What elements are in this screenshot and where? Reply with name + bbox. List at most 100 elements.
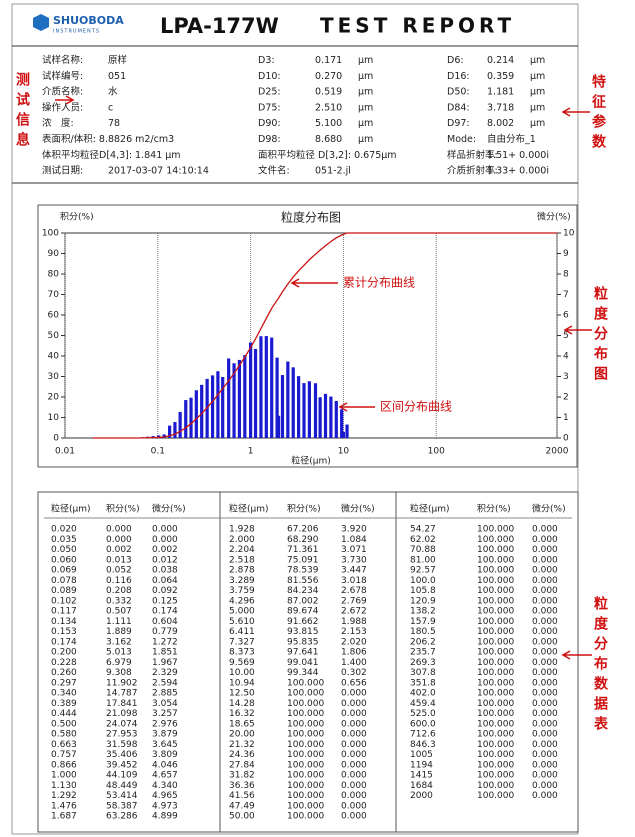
table-cell: 0.116	[106, 576, 132, 586]
table-cell: 92.57	[410, 566, 436, 576]
table-cell: 93.815	[287, 627, 319, 637]
table-cell: 1415	[410, 771, 433, 781]
info-unit: μm	[530, 102, 545, 113]
table-cell: 44.109	[106, 771, 138, 781]
table-cell: 81.556	[287, 576, 319, 586]
table-cell: 100.000	[287, 771, 324, 781]
info-row: 介质折射率:1.33+ 0.000i	[447, 164, 549, 176]
table-cell: 269.3	[410, 658, 436, 668]
table-header: 微分(%)	[152, 503, 186, 515]
table-cell: 0.200	[51, 648, 77, 658]
chart-frame	[37, 204, 578, 468]
table-cell: 100.000	[287, 730, 324, 740]
table-cell: 2.672	[341, 607, 367, 617]
table-cell: 0.000	[532, 689, 558, 699]
y2-tick-label: 1	[563, 413, 569, 423]
info-label: 测试日期:	[42, 164, 83, 176]
table-cell: 100.0	[410, 576, 436, 586]
table-cell: 0.663	[51, 740, 77, 750]
table-cell: 100.000	[287, 791, 324, 801]
table-cell: 0.444	[51, 709, 77, 719]
model: LPA-177W	[160, 14, 279, 38]
table-cell: 1684	[410, 781, 433, 791]
bar	[168, 425, 172, 438]
table-cell: 27.953	[106, 730, 138, 740]
table-cell: 0.000	[532, 555, 558, 565]
table-cell: 0.000	[532, 750, 558, 760]
bar	[275, 357, 279, 438]
table-cell: 0.000	[532, 617, 558, 627]
info-value: 051	[108, 70, 126, 81]
bar	[323, 393, 328, 438]
table-cell: 20.00	[229, 730, 255, 740]
info-row: D75: 2.510 μm	[258, 102, 373, 113]
info-value: 2.510	[315, 102, 342, 113]
bar	[237, 359, 242, 438]
y2-axis-label: 微分(%)	[537, 211, 571, 223]
table-cell: 48.449	[106, 781, 138, 791]
table-cell: 35.406	[106, 750, 138, 760]
table-cell: 24.36	[229, 750, 255, 760]
table-cell: 0.000	[532, 771, 558, 781]
y-tick-label: 0	[53, 434, 59, 444]
table-cell: 100.000	[477, 668, 514, 678]
table-cell: 100.000	[477, 576, 514, 586]
table-cell: 95.835	[287, 637, 319, 647]
table-cell: 0.000	[341, 781, 367, 791]
info-row: 测试日期: 2017-03-07 14:10:14	[42, 164, 209, 176]
info-unit: μm	[358, 134, 373, 145]
table-cell: 100.000	[477, 627, 514, 637]
table-cell: 2.878	[229, 566, 255, 576]
x-tick-label: 2000	[546, 447, 569, 457]
table-cell: 100.000	[477, 596, 514, 606]
bar	[280, 375, 285, 438]
info-row: 试样编号: 051	[42, 69, 126, 81]
table-cell: 100.000	[477, 678, 514, 688]
table-cell: 14.787	[106, 689, 138, 699]
table-cell: 1.806	[341, 648, 367, 658]
y-axis-label: 积分(%)	[60, 211, 94, 223]
bar	[286, 361, 290, 438]
table-cell: 1.111	[106, 617, 132, 627]
table-cell: 100.000	[287, 740, 324, 750]
info-value: c	[108, 102, 113, 113]
arrow	[561, 107, 590, 117]
table-cell: 100.000	[287, 678, 324, 688]
table-cell: 0.050	[51, 545, 77, 555]
info-label: 试样编号:	[42, 69, 83, 81]
table-cell: 0.064	[152, 576, 178, 586]
table-cell: 1.928	[229, 525, 255, 535]
table-cell: 0.000	[532, 781, 558, 791]
table-cell: 0.102	[51, 596, 77, 606]
table-cell: 0.000	[341, 791, 367, 801]
info-label: 试样名称:	[42, 54, 83, 66]
info-value: 原样	[108, 54, 127, 66]
table-cell: 50.00	[229, 812, 255, 822]
y-tick-label: 70	[48, 290, 60, 300]
table-cell: 100.000	[477, 555, 514, 565]
info-label: Mode:	[447, 134, 476, 145]
table-cell: 0.000	[532, 566, 558, 576]
y-tick-label: 90	[48, 249, 60, 259]
y2-tick-label: 7	[563, 290, 569, 300]
y-tick-label: 20	[48, 393, 60, 403]
table-cell: 100.000	[477, 730, 514, 740]
table-cell: 2.020	[341, 637, 367, 647]
bar	[318, 397, 322, 438]
table-cell: 3.162	[106, 637, 132, 647]
info-label: D90:	[258, 118, 281, 129]
table-cell: 0.000	[532, 658, 558, 668]
table-cell: 2.769	[341, 596, 367, 606]
info-row: 浓 度: 78	[42, 117, 120, 129]
bar	[216, 371, 220, 438]
info-label: 体积平均粒径D[4,3]:	[42, 148, 132, 160]
logo-icon	[33, 14, 49, 31]
info-label: 表面积/体积:	[42, 133, 96, 145]
table-header: 微分(%)	[532, 503, 566, 515]
info-label: D75:	[258, 102, 281, 113]
table-cell: 58.387	[106, 801, 138, 811]
info-value: 8.8826 m2/cm3	[99, 134, 174, 145]
info-unit: μm	[358, 102, 373, 113]
info-row: D6: 0.214 μm	[447, 55, 545, 66]
bar	[227, 358, 231, 438]
